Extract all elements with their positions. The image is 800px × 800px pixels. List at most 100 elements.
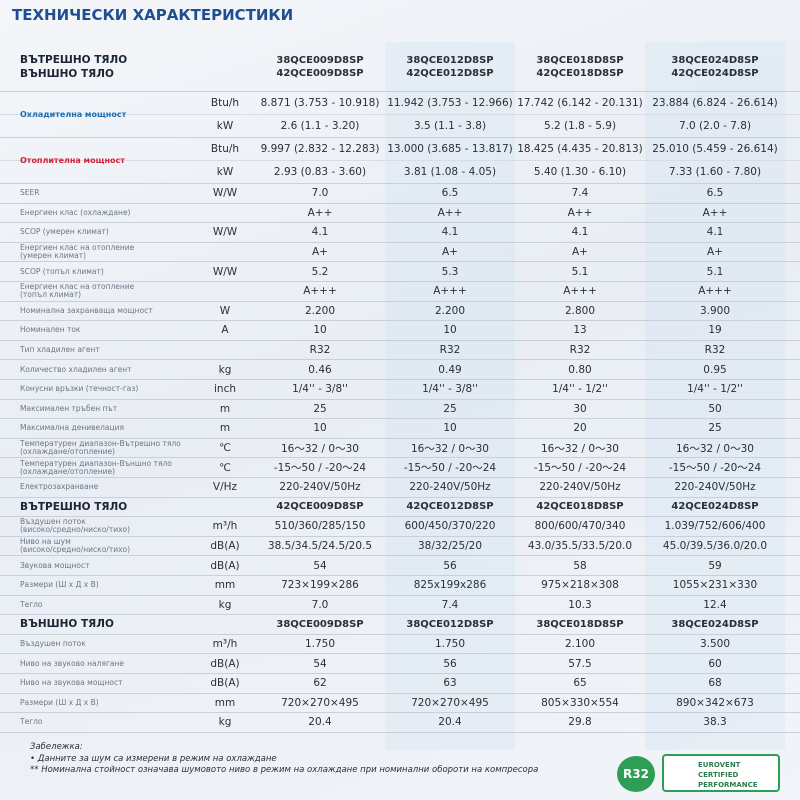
value-cell: A++ <box>702 206 728 219</box>
value-cell: 220-240V/50Hz <box>539 481 621 494</box>
value-cell: 220-240V/50Hz <box>409 481 491 494</box>
value-cell: 0.80 <box>568 363 592 376</box>
model-name: 38QCE009D8SP <box>276 54 364 66</box>
model-name: 38QCE018D8SP <box>536 54 624 66</box>
table-row: Температурен диапазон-Вътрешно тяло (охл… <box>0 439 800 459</box>
value-cell: 54 <box>313 657 327 670</box>
value-cell: A+++ <box>698 285 732 298</box>
value-cell: 4.1 <box>441 226 459 239</box>
value-cell: R32 <box>439 344 461 357</box>
value-cell: 2.93 (0.83 - 3.60) <box>273 166 367 178</box>
value-cell: 10 <box>443 422 457 435</box>
value-cell: 25 <box>708 422 722 435</box>
section-label: ВЪНШНО ТЯЛО <box>20 618 114 631</box>
value-cell: 7.0 <box>311 598 329 611</box>
row-label: Въздушен поток <box>20 639 86 649</box>
value-cell: 38QCE018D8SP <box>536 618 624 630</box>
value-cell: 8.871 (3.753 - 10.918) <box>260 97 380 109</box>
value-cell: A+++ <box>303 285 337 298</box>
value-cell: 510/360/285/150 <box>274 520 366 533</box>
logo-text: EUROVENT <box>698 761 741 769</box>
unit-cell: dB(A) <box>210 657 240 670</box>
model-cell: 38QCE024D8SP 42QCE024D8SP <box>645 42 785 91</box>
value-cell: 800/600/470/340 <box>534 520 626 533</box>
value-cell: A++ <box>307 206 333 219</box>
value-cell: 7.0 (2.0 - 7.8) <box>678 120 752 132</box>
value-cell: -15～50 / -20～24 <box>668 462 762 475</box>
unit-cell: kW <box>216 120 234 132</box>
unit-cell: ℃ <box>219 461 231 474</box>
value-cell: 6.5 <box>706 187 724 200</box>
unit-cell: Btu/h <box>210 143 240 155</box>
value-cell: A++ <box>567 206 593 219</box>
unit-cell: V/Hz <box>212 481 238 494</box>
table-row: Размери (Ш х Д х В) mm 723×199×286 825x199x… <box>0 576 800 596</box>
value-cell: 65 <box>573 677 587 690</box>
notes: Забележка: • Данните за шум са измерени … <box>30 742 538 777</box>
unit-cell: m <box>219 402 231 415</box>
header-label: ВЪНШНО ТЯЛО <box>20 67 114 80</box>
value-cell: 975×218×308 <box>541 579 619 592</box>
unit-cell: m <box>219 422 231 435</box>
value-cell: R32 <box>309 344 331 357</box>
value-cell: 220-240V/50Hz <box>279 481 361 494</box>
value-cell: A+++ <box>563 285 597 298</box>
value-cell: 5.2 <box>311 265 329 278</box>
table-row: Ниво на звукова мощност dB(A) 62 63 65 68 <box>0 674 800 694</box>
logo-text: PERFORMANCE <box>698 781 758 789</box>
value-cell: 5.1 <box>571 265 589 278</box>
unit-cell: kg <box>218 598 232 611</box>
unit-cell: kg <box>218 716 232 729</box>
table-row: Енергиен клас на отопление (умерен клима… <box>0 243 800 263</box>
table-row: Конусни връзки (течност-газ) inch 1/4'' - … <box>0 380 800 400</box>
row-label: Номинална захранваща мощност <box>20 305 153 315</box>
value-cell: 1/4'' - 3/8'' <box>292 383 348 396</box>
table-row: SCOP (умерен климат) W/W 4.1 4.1 4.1 4.1 <box>0 223 800 243</box>
header-label: ВЪТРЕШНО ТЯЛО <box>20 53 128 66</box>
value-cell: 825x199x286 <box>413 579 487 592</box>
value-cell: 220-240V/50Hz <box>674 481 756 494</box>
value-cell: 2.100 <box>564 638 596 651</box>
value-cell: -15～50 / -20～24 <box>273 462 367 475</box>
value-cell: 42QCE012D8SP <box>406 501 494 513</box>
value-cell: 38QCE012D8SP <box>406 618 494 630</box>
table-row: Тип хладилен агент R32 R32 R32 R32 <box>0 341 800 361</box>
value-cell: 720×270×495 <box>411 696 489 709</box>
row-label: Размери (Ш х Д х В) <box>20 697 99 707</box>
table-row: ВЪНШНО ТЯЛО 38QCE009D8SP 38QCE012D8SP 38QCE… <box>0 615 800 635</box>
value-cell: 25.010 (5.459 - 26.614) <box>652 143 778 155</box>
value-cell: 5.3 <box>441 265 459 278</box>
unit-cell: mm <box>214 579 236 592</box>
value-cell: -15～50 / -20～24 <box>403 462 497 475</box>
unit-cell: inch <box>214 383 236 396</box>
value-cell: 50 <box>708 402 722 415</box>
unit-cell: dB(A) <box>210 540 240 553</box>
model-name: 42QCE018D8SP <box>536 67 624 79</box>
value-cell: A+ <box>312 246 328 259</box>
value-cell: 4.1 <box>706 226 724 239</box>
value-cell: 7.4 <box>441 598 459 611</box>
row-label: Електрозахранване <box>20 482 99 492</box>
value-cell: A+++ <box>433 285 467 298</box>
row-label: Звукова мощност <box>20 560 90 570</box>
value-cell: 1.750 <box>434 638 466 651</box>
logo-text: CERTIFIED <box>698 771 739 779</box>
value-cell: 5.1 <box>706 265 724 278</box>
model-name: 42QCE024D8SP <box>671 67 759 79</box>
unit-cell: kg <box>218 363 232 376</box>
value-cell: 62 <box>313 677 327 690</box>
table-row: ВЪТРЕШНО ТЯЛО ВЪНШНО ТЯЛО 38QCE009D8SP 42QC… <box>0 42 800 92</box>
value-cell: 1/4'' - 1/2'' <box>552 383 608 396</box>
value-cell: A+ <box>707 246 723 259</box>
value-cell: 12.4 <box>703 598 727 611</box>
value-cell: 59 <box>708 559 722 572</box>
model-cell: 38QCE012D8SP 42QCE012D8SP <box>385 42 515 91</box>
value-cell: 17.742 (6.142 - 20.131) <box>517 97 643 109</box>
value-cell: 7.4 <box>571 187 589 200</box>
value-cell: R32 <box>704 344 726 357</box>
row-label: Тегло <box>20 717 43 727</box>
value-cell: 1055×231×330 <box>672 579 758 592</box>
value-cell: 5.40 (1.30 - 6.10) <box>533 166 627 178</box>
row-label: Ниво на шум (високо/средно/ниско/тихо) <box>20 537 131 555</box>
page-title: ТЕХНИЧЕСКИ ХАРАКТЕРИСТИКИ <box>12 6 294 24</box>
